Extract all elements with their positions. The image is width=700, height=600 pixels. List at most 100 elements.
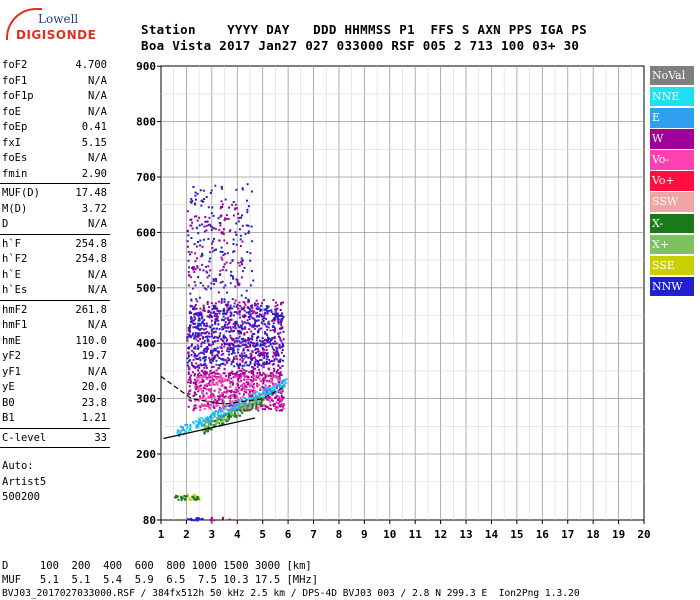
echo-point-w <box>252 373 255 376</box>
echo-point-nnw <box>195 298 198 301</box>
echo-point-nnw <box>231 275 234 278</box>
echo-point-nnw <box>258 328 261 331</box>
echo-point-w <box>277 381 280 384</box>
echo-point-e <box>225 412 228 415</box>
echo-point-x- <box>241 402 243 405</box>
echo-point-nnw <box>196 517 199 519</box>
echo-point-nnw <box>202 336 205 339</box>
echo-point-w <box>206 385 209 388</box>
echo-point-w <box>225 269 228 272</box>
echo-point-vo- <box>265 384 268 387</box>
echo-point-nnw <box>267 336 269 339</box>
echo-point-nnw <box>256 330 259 333</box>
echo-point-w <box>250 376 253 378</box>
echo-point-e <box>230 408 233 411</box>
echo-point-w <box>229 342 232 345</box>
echo-point-w <box>231 404 234 407</box>
echo-point-w <box>218 397 220 400</box>
echo-point-w <box>221 203 224 206</box>
echo-point-w <box>256 347 259 350</box>
param-row-muf-d-: MUF(D) 17.48 <box>0 186 110 202</box>
echo-point-e <box>268 387 271 390</box>
echo-point-x- <box>244 409 247 412</box>
echo-point-w <box>225 339 228 342</box>
echo-point-nne <box>179 430 182 433</box>
echo-point-vo- <box>233 375 236 378</box>
echo-point-w <box>187 229 189 232</box>
echo-point-nnw <box>266 310 269 313</box>
echo-point-nnw <box>214 184 217 187</box>
echo-point-w <box>223 396 226 399</box>
echo-point-w <box>243 333 246 336</box>
echo-point-vo- <box>247 380 250 383</box>
echo-point-nnw <box>265 305 268 308</box>
echo-point-e <box>238 402 241 405</box>
echo-point-nnw <box>226 252 229 255</box>
echo-point-e <box>283 383 286 386</box>
echo-point-nnw <box>241 263 243 266</box>
echo-point-w <box>233 305 236 308</box>
echo-point-vo- <box>274 405 276 407</box>
echo-point-w <box>190 345 193 348</box>
echo-point-w <box>209 311 212 314</box>
echo-point-nnw <box>187 234 190 237</box>
param-label: fmin <box>2 167 28 180</box>
echo-point-nnw <box>266 312 269 315</box>
echo-point-w <box>243 390 246 393</box>
echo-point-w <box>233 393 236 396</box>
echo-point-vo- <box>270 377 273 380</box>
echo-point-nnw <box>263 316 266 319</box>
echo-point-w <box>188 390 191 393</box>
echo-point-nnw <box>213 357 216 360</box>
echo-point-w <box>270 311 273 313</box>
echo-point-w <box>258 315 261 318</box>
echo-point-vo- <box>231 393 233 396</box>
echo-point-e <box>265 393 268 396</box>
echo-point-x- <box>234 405 237 408</box>
echo-point-nnw <box>198 296 201 299</box>
echo-point-w <box>209 361 212 364</box>
echo-point-x- <box>222 415 224 418</box>
echo-point-vo- <box>260 380 262 382</box>
echo-point-w <box>276 315 279 318</box>
auto-scaling-text: Auto: <box>2 460 34 472</box>
echo-point-w <box>236 384 239 387</box>
echo-point-nne <box>280 380 283 382</box>
echo-point-w <box>248 390 251 393</box>
echo-point-nnw <box>189 324 192 327</box>
param-label: foF1p <box>2 90 34 102</box>
echo-point-nnw <box>247 230 250 233</box>
echo-point-x- <box>244 406 247 409</box>
echo-point-nnw <box>259 327 262 330</box>
echo-point-x- <box>225 420 228 423</box>
echo-point-nnw <box>212 304 215 307</box>
echo-point-w <box>229 262 232 265</box>
echo-point-vo- <box>208 388 211 391</box>
echo-point-w <box>203 324 206 327</box>
echo-point-vo- <box>221 377 224 380</box>
echo-point-e <box>267 388 270 391</box>
echo-point-nne <box>204 419 207 422</box>
echo-point-w <box>274 354 277 357</box>
echo-point-nnw <box>224 336 227 339</box>
echo-point-x- <box>245 402 248 405</box>
echo-point-w <box>259 359 262 361</box>
echo-point-e <box>223 412 226 415</box>
echo-point-w <box>261 386 264 388</box>
echo-point-w <box>212 378 215 381</box>
echo-point-w <box>211 250 214 253</box>
x-tick-label: 5 <box>259 528 266 541</box>
echo-point-w <box>192 395 195 397</box>
echo-point-nnw <box>280 319 283 322</box>
echo-point-nnw <box>221 280 224 283</box>
echo-point-nnw <box>201 327 204 330</box>
x-trace-line <box>163 417 256 440</box>
param-value: N/A <box>88 105 107 118</box>
echo-point-w <box>209 372 212 375</box>
echo-point-nnw <box>243 339 246 342</box>
echo-point-x- <box>225 418 228 420</box>
echo-point-nnw <box>240 338 243 341</box>
param-value: N/A <box>88 268 107 281</box>
echo-point-nnw <box>203 328 206 331</box>
echo-point-vo- <box>265 396 268 399</box>
